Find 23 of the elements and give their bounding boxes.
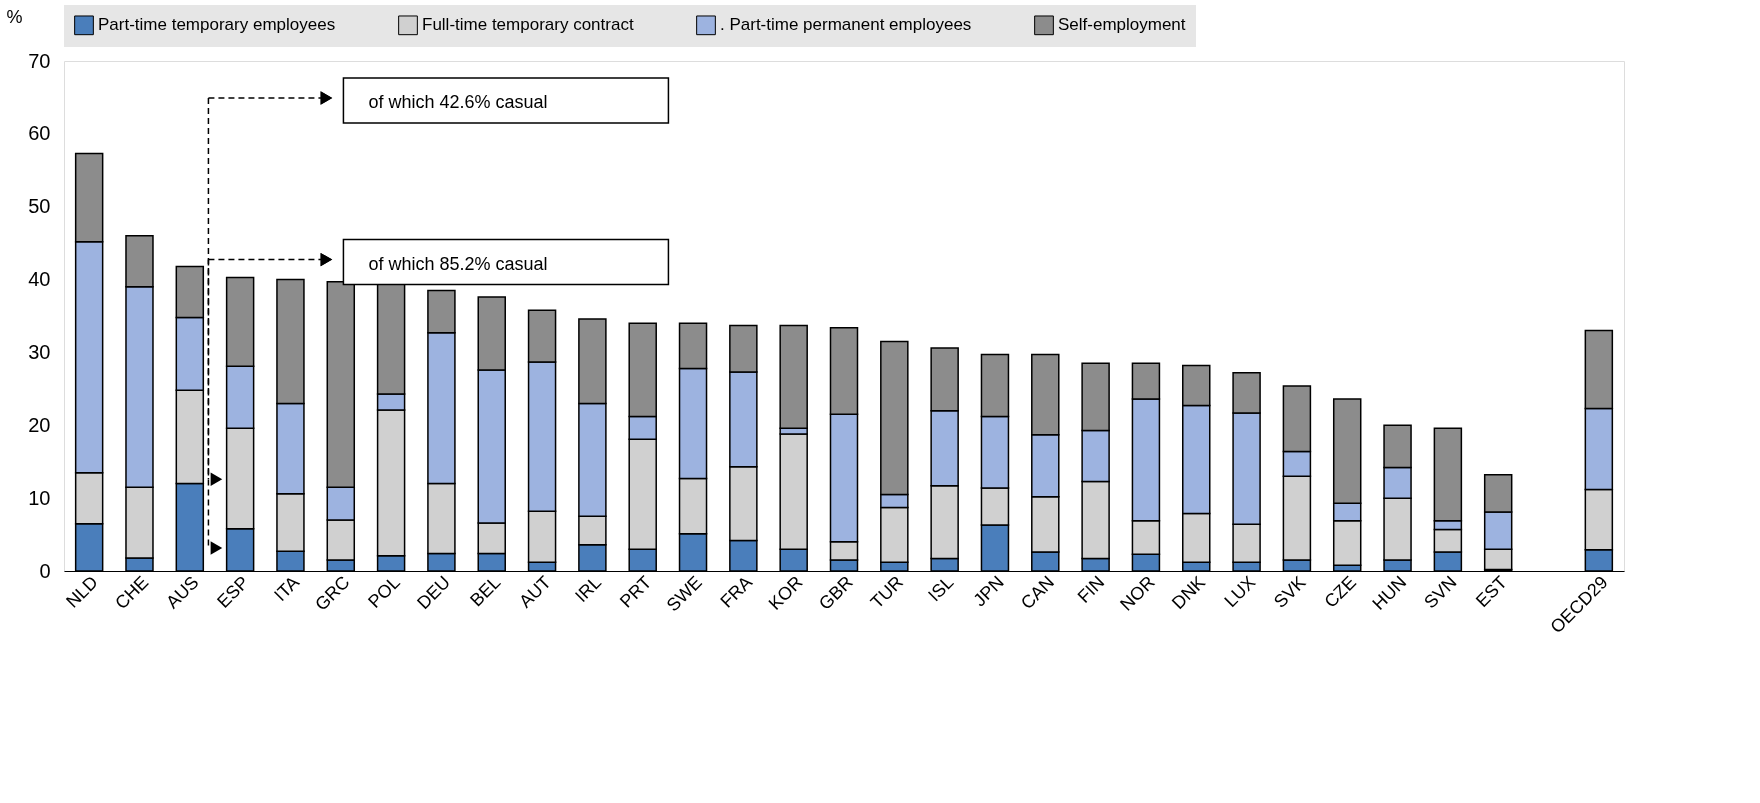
x-tick-label: FIN [1073, 572, 1109, 607]
x-tick-label: ISL [924, 572, 958, 606]
legend-label: . Part-time permanent employees [720, 15, 972, 35]
x-tick-label: ITA [270, 572, 304, 606]
x-tick-label: BEL [466, 572, 505, 611]
y-tick-label: 0 [39, 559, 51, 582]
y-axis-title: % [6, 6, 23, 27]
legend-label: Part-time temporary employees [98, 15, 336, 35]
legend-label: Full-time temporary contract [422, 15, 634, 35]
y-tick-label: 60 [28, 122, 51, 145]
y-tick-label: 40 [28, 268, 51, 291]
x-tick-label: IRL [571, 572, 606, 607]
annotation: of which 42.6% casual [368, 91, 548, 112]
annotation: of which 85.2% casual [368, 253, 548, 274]
y-tick-label: 10 [28, 486, 51, 509]
x-tick-label: FRA [716, 572, 757, 612]
legend-label: Self-employment [1058, 15, 1186, 35]
y-tick-label: 50 [28, 195, 51, 218]
y-tick-label: 70 [28, 49, 51, 72]
x-tick-label: TUR [866, 572, 908, 613]
y-tick-label: 30 [28, 340, 51, 363]
x-tick-label: POL [364, 572, 404, 612]
y-tick-label: 20 [28, 413, 51, 436]
